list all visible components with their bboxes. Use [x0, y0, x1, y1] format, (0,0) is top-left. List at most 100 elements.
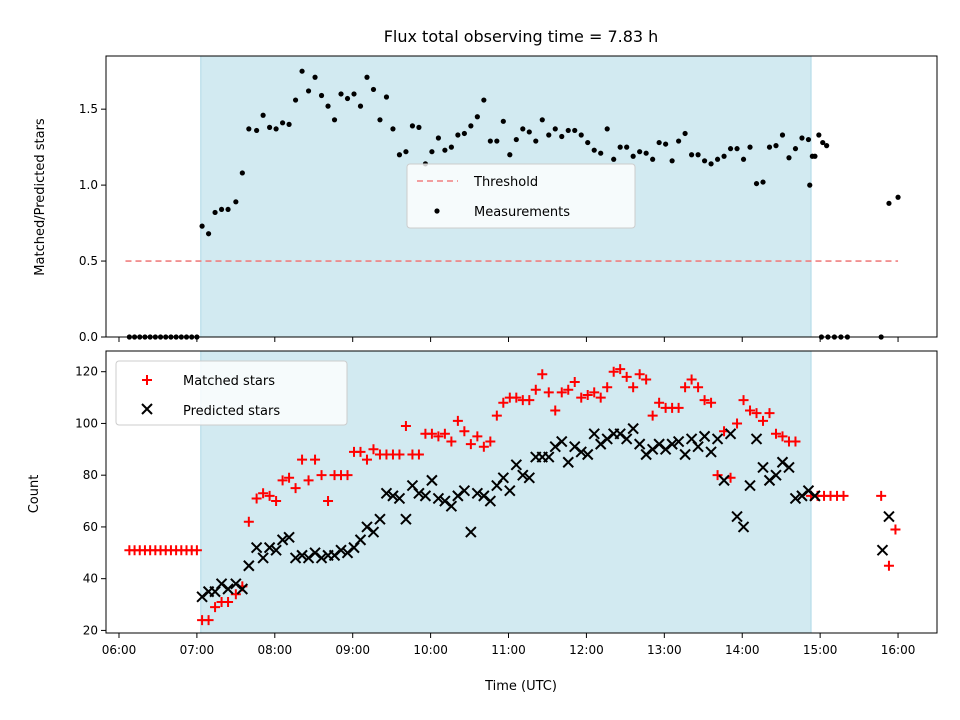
matched-stars-point	[569, 377, 580, 388]
matched-stars-point	[251, 493, 262, 504]
predicted-stars-point	[413, 487, 425, 500]
x-tick-label: 09:00	[335, 643, 370, 657]
measurement-point	[812, 153, 818, 159]
predicted-stars-point	[789, 492, 802, 505]
legend-matched-label: Matched stars	[183, 374, 275, 389]
y-tick-label: 60	[83, 520, 98, 534]
matched-stars-point	[400, 421, 411, 432]
y-tick-label: 1.5	[79, 102, 98, 116]
measurement-point	[520, 126, 526, 132]
predicted-stars-point	[523, 472, 535, 484]
measurement-point	[233, 199, 239, 205]
matched-stars-point	[706, 397, 717, 408]
predicted-stars-point	[517, 469, 529, 481]
predicted-stars-point	[757, 461, 769, 474]
matched-stars-point	[478, 441, 489, 452]
measurement-point	[357, 103, 364, 109]
predicted-stars-point	[465, 526, 477, 538]
measurement-point	[701, 158, 708, 164]
predicted-stars-point	[419, 490, 432, 502]
predicted-stars-point	[718, 474, 730, 487]
matched-stars-point	[323, 496, 334, 507]
matched-stars-point	[890, 524, 901, 535]
matched-stars-point	[770, 428, 781, 439]
predicted-stars-point	[393, 492, 406, 505]
measurement-point	[669, 158, 675, 164]
predicted-stars-point	[705, 446, 717, 458]
x-tick-label: 16:00	[881, 643, 916, 657]
matched-stars-point	[316, 470, 327, 481]
y-tick-label: 100	[75, 416, 98, 430]
x-tick-label: 08:00	[258, 643, 293, 657]
matched-stars-point	[413, 449, 424, 460]
plot-frame	[105, 55, 938, 338]
matched-stars-point	[264, 490, 275, 501]
measurement-point	[254, 127, 260, 134]
matched-stars-point	[271, 496, 282, 507]
predicted-stars-point	[582, 448, 594, 461]
predicted-stars-point	[744, 479, 756, 492]
predicted-stars-point	[883, 510, 895, 523]
measurement-point	[526, 129, 532, 135]
measurement-point	[676, 138, 682, 144]
measurement-point	[779, 132, 786, 138]
x-tick-label: 14:00	[725, 643, 760, 657]
matched-stars-point	[758, 415, 769, 426]
measurement-point	[318, 92, 325, 99]
matched-stars-point	[472, 431, 483, 442]
matched-stars-point	[628, 382, 639, 393]
legend-predicted-swatch	[141, 403, 153, 415]
predicted-stars-point	[724, 428, 737, 440]
matched-stars-point	[595, 392, 606, 403]
measurement-point	[448, 144, 454, 150]
measurement-point	[598, 150, 604, 156]
matched-stars-point	[465, 439, 476, 450]
matched-stars-point	[838, 490, 849, 501]
measurement-point	[721, 153, 727, 159]
matched-stars-point	[485, 436, 496, 447]
measurement-point	[895, 194, 901, 200]
predicted-stars-point	[471, 487, 484, 500]
count-panel: 20 40 60 80 100 120 06:00 07:00 08:00 09:00 10:00 1…	[75, 350, 938, 657]
measurement-point	[708, 161, 714, 167]
measurement-point	[578, 132, 584, 138]
measurement-point	[604, 126, 610, 132]
measurement-point	[205, 231, 212, 237]
measurement-point	[246, 126, 252, 132]
predicted-stars-point	[672, 435, 685, 448]
measurement-point	[572, 127, 578, 134]
predicted-stars-point	[387, 490, 399, 502]
predicted-stars-point	[575, 446, 587, 458]
measurement-point	[409, 123, 416, 129]
legend-box	[406, 163, 636, 229]
measurement-point	[630, 153, 636, 159]
predicted-stars-point	[510, 459, 523, 471]
predicted-stars-point	[731, 510, 743, 523]
matched-stars-point	[732, 418, 743, 429]
measurement-point	[239, 170, 245, 176]
measurement-point	[494, 138, 500, 144]
predicted-stars-point	[504, 484, 516, 497]
matched-stars-point	[258, 488, 269, 499]
predicted-stars-point	[283, 531, 295, 543]
measurement-point	[442, 147, 448, 153]
matched-stars-point	[191, 545, 202, 556]
matched-stars-point	[446, 436, 457, 447]
count-legend: Matched stars Predicted stars	[115, 360, 348, 426]
x-tick-label: 11:00	[491, 643, 526, 657]
legend-matched-swatch	[142, 375, 152, 385]
measurement-point	[299, 68, 305, 74]
measurement-point	[533, 138, 539, 144]
matched-stars-point	[680, 382, 691, 393]
predicted-stars-point	[374, 513, 386, 525]
measurement-point	[585, 139, 591, 146]
x-tick-label: 12:00	[569, 643, 604, 657]
measurement-point	[682, 130, 688, 137]
measurement-point	[218, 206, 225, 213]
measurement-point	[279, 120, 286, 126]
measurement-point	[390, 126, 396, 132]
measurement-point	[807, 182, 813, 188]
count-y-axis-label: Count	[27, 475, 42, 514]
matched-stars-point	[589, 387, 600, 398]
